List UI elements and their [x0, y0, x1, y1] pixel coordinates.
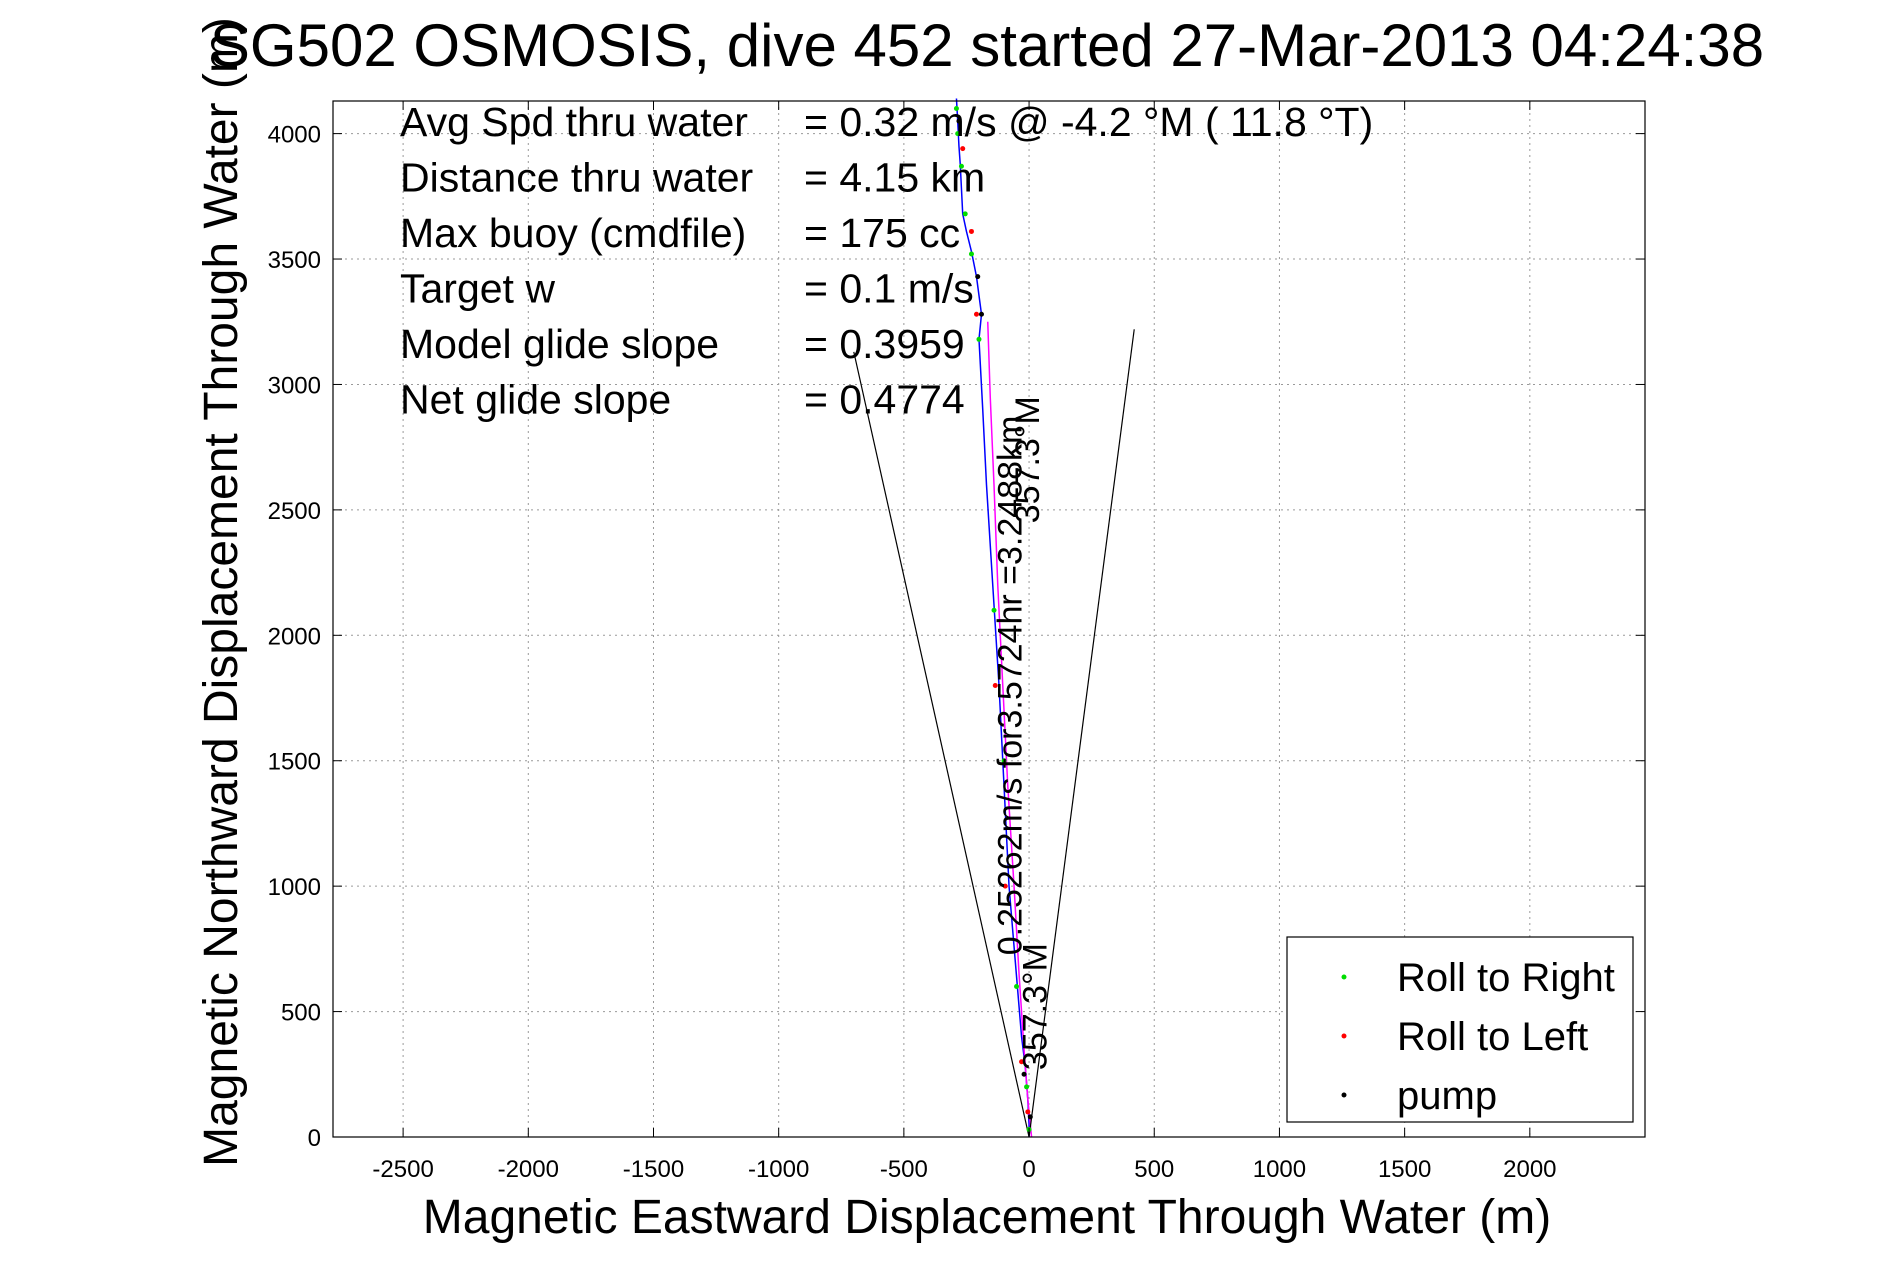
- legend-label: Roll to Left: [1397, 1015, 1588, 1059]
- point-roll-to-left: [1019, 1059, 1025, 1065]
- y-tick-label: 2000: [268, 623, 321, 650]
- y-tick-label: 500: [281, 1000, 321, 1027]
- x-tick-label: 2000: [1503, 1156, 1556, 1183]
- annotations: 357.3°M0.25262m/s for3.5724hr =3.2488km3…: [992, 396, 1055, 1070]
- direction-annotation: 357.3°M: [1017, 943, 1055, 1070]
- point-roll-to-right: [1014, 983, 1020, 989]
- x-tick-label: 0: [1022, 1156, 1035, 1183]
- point-roll-to-left: [1025, 1109, 1031, 1115]
- series-glide-cone-left: [853, 351, 1030, 1138]
- stat-value: = 0.4774: [804, 377, 965, 423]
- point-roll-to-right: [955, 131, 961, 137]
- point-roll-to-right: [1001, 758, 1007, 764]
- series-track: [955, 98, 1030, 1137]
- stat-label: Avg Spd thru water: [400, 99, 748, 145]
- chart-title: SG502 OSMOSIS, dive 452 started 27-Mar-2…: [210, 12, 1764, 79]
- x-tick-label: 1000: [1253, 1156, 1306, 1183]
- y-tick-label: 2500: [268, 498, 321, 525]
- x-tick-label: 500: [1134, 1156, 1174, 1183]
- x-tick-label: -2000: [498, 1156, 559, 1183]
- point-roll-to-right: [962, 211, 968, 217]
- x-tick-label: -1000: [748, 1156, 809, 1183]
- plot-frame: [332, 100, 1646, 1138]
- x-tick-label: -1500: [623, 1156, 684, 1183]
- point-roll-to-left: [1002, 883, 1008, 889]
- x-tick-label: -2500: [372, 1156, 433, 1183]
- stat-label: Net glide slope: [400, 377, 671, 423]
- stats-panel: Avg Spd thru water = 0.32 m/s @ -4.2 °M (…: [400, 99, 1373, 423]
- point-pump: [1021, 1071, 1027, 1077]
- legend-marker: [1341, 1033, 1347, 1039]
- series-heading-guide: [986, 321, 1033, 1138]
- legend-marker: [1341, 974, 1347, 980]
- series-layer: [853, 98, 1135, 1138]
- stat-value: = 0.3959: [804, 321, 965, 367]
- stat-value: = 175 cc: [804, 210, 960, 256]
- point-roll-to-right: [976, 336, 982, 342]
- y-tick-label: 4000: [268, 122, 321, 149]
- legend-label: Roll to Right: [1397, 956, 1615, 1000]
- legend: Roll to Right Roll to Left pump: [1286, 936, 1634, 1123]
- stat-label: Target w: [400, 266, 555, 312]
- x-tick-label: -500: [880, 1156, 928, 1183]
- point-roll-to-left: [992, 682, 998, 688]
- point-pump: [956, 118, 962, 124]
- stat-value: = 4.15 km: [804, 155, 985, 201]
- stat-value: = 0.1 m/s: [804, 266, 974, 312]
- direction-annotation: 0.25262m/s for3.5724hr =3.2488km: [992, 416, 1030, 956]
- y-tick-label: 3000: [268, 372, 321, 399]
- point-roll-to-right: [1024, 1084, 1030, 1090]
- stat-value: = 0.32 m/s @ -4.2 °M ( 11.8 °T): [804, 99, 1373, 145]
- point-pump: [975, 274, 981, 280]
- ticks: -2500 -2000 -1500 -1000 -500 0 500 1000 1500 2000…: [268, 101, 1645, 1183]
- series-glide-cone-right: [1028, 329, 1135, 1138]
- y-tick-label: 0: [308, 1125, 321, 1152]
- stat-label: Distance thru water: [400, 155, 753, 201]
- point-roll-to-right: [968, 251, 974, 257]
- y-tick-label: 1500: [268, 749, 321, 776]
- legend-label: pump: [1397, 1074, 1497, 1118]
- x-axis-label: Magnetic Eastward Displacement Through W…: [423, 1191, 1551, 1244]
- point-roll-to-right: [991, 607, 997, 613]
- point-pump: [978, 311, 984, 317]
- y-tick-label: 3500: [268, 247, 321, 274]
- y-axis-label: Magnetic Northward Displacement Through …: [195, 17, 248, 1167]
- point-roll-to-left: [968, 228, 974, 234]
- y-tick-label: 1000: [268, 874, 321, 901]
- legend-marker: [1341, 1092, 1347, 1098]
- stat-label: Model glide slope: [400, 321, 719, 367]
- point-roll-to-left: [973, 311, 979, 317]
- point-roll-to-right: [958, 163, 964, 169]
- point-roll-to-left: [960, 146, 966, 152]
- point-pump: [1027, 1114, 1033, 1120]
- direction-annotation: 357.3°M: [1009, 396, 1047, 523]
- stat-label: Max buoy (cmdfile): [400, 210, 746, 256]
- point-roll-to-right: [953, 106, 959, 112]
- legend-box: [1286, 936, 1634, 1123]
- x-tick-label: 1500: [1378, 1156, 1431, 1183]
